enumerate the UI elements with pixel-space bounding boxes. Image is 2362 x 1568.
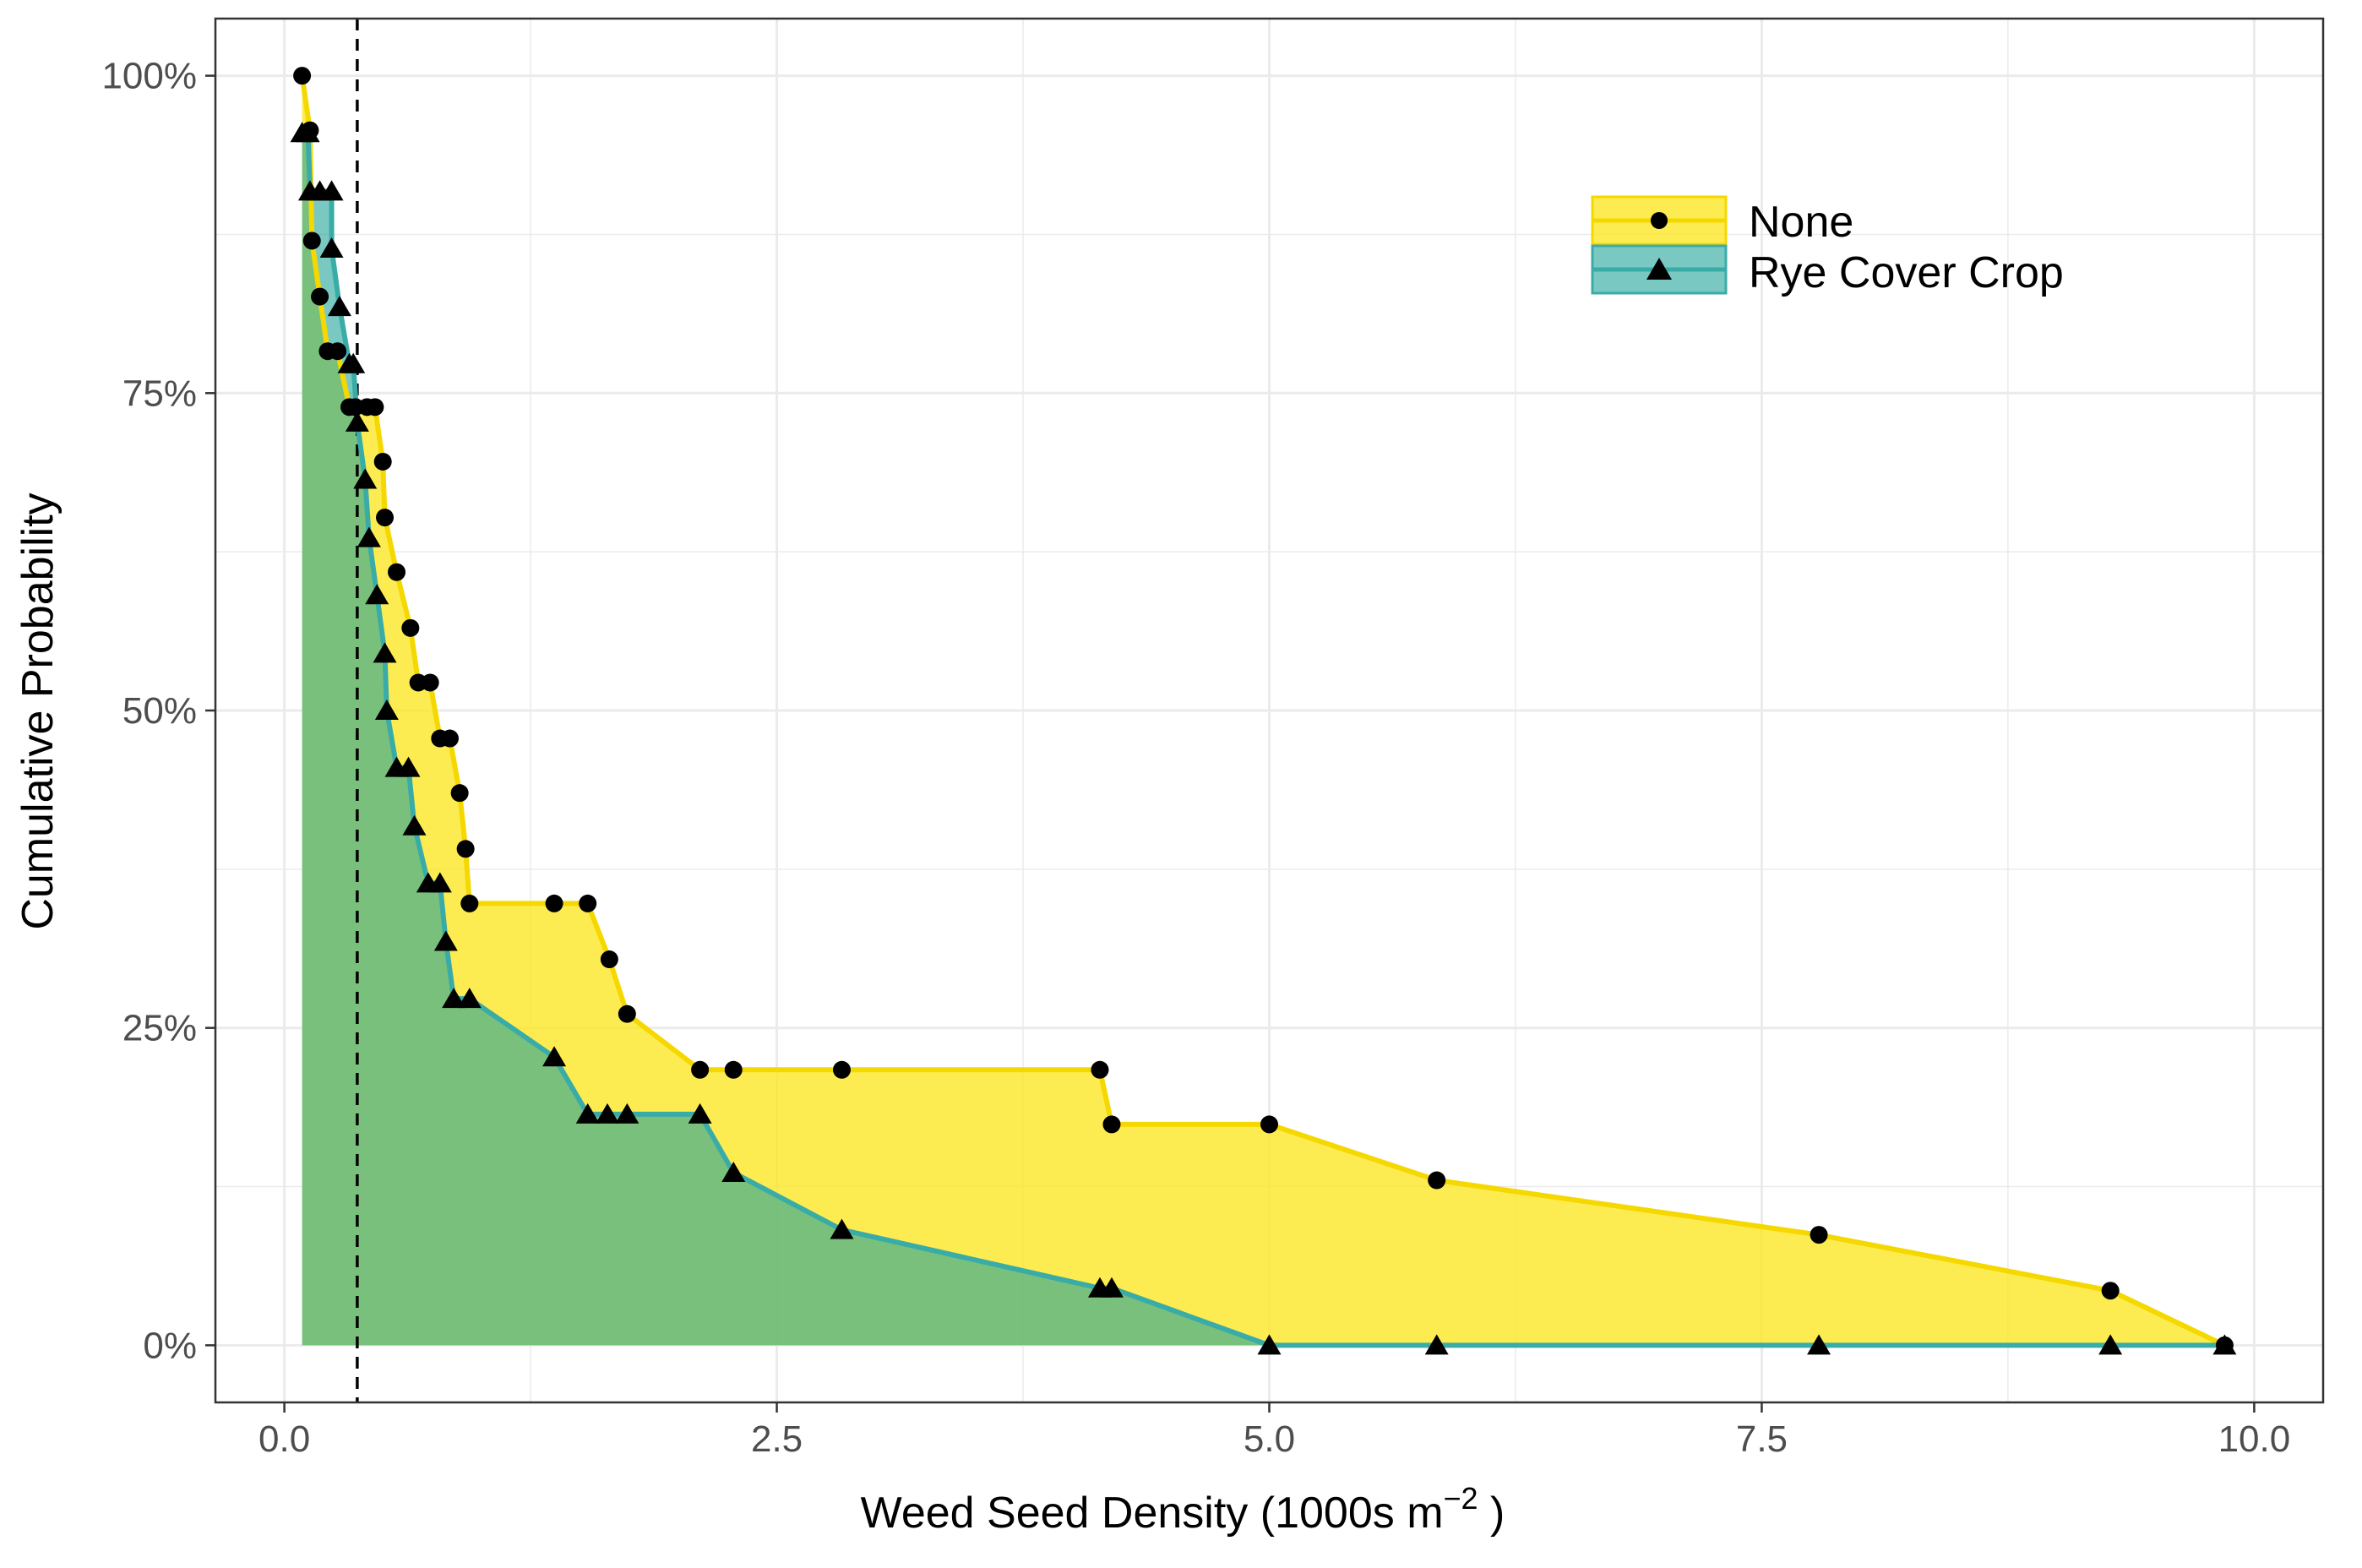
point-rye-cover-crop <box>427 872 452 893</box>
point-rye-cover-crop <box>396 756 421 777</box>
legend-key-rye-marker <box>1646 258 1672 280</box>
x-axis-title-suffix: ) <box>1478 1489 1505 1538</box>
x-tick-label: 2.5 <box>751 1418 803 1460</box>
y-tick-label: 25% <box>122 1008 197 1049</box>
point-rye-cover-crop <box>341 352 366 373</box>
area-rye-cover-crop <box>302 133 2225 1346</box>
point-none <box>1102 1115 1121 1134</box>
legend: None Rye Cover Crop <box>1591 195 2064 297</box>
point-rye-cover-crop <box>830 1218 854 1239</box>
point-rye-cover-crop <box>353 468 378 489</box>
x-tick-label: 7.5 <box>1736 1418 1788 1460</box>
point-none <box>691 1060 710 1079</box>
point-none <box>1091 1060 1109 1079</box>
point-rye-cover-crop <box>319 237 344 258</box>
point-rye-cover-crop <box>365 584 389 605</box>
point-rye-cover-crop <box>615 1102 639 1124</box>
legend-label-rye-cover-crop: Rye Cover Crop <box>1749 248 2064 297</box>
point-rye-cover-crop <box>402 814 427 836</box>
point-none <box>456 840 475 858</box>
point-none <box>579 894 597 912</box>
x-axis-title-superscript: −2 <box>1444 1481 1478 1516</box>
point-none <box>2101 1282 2120 1300</box>
point-none <box>366 398 384 416</box>
point-none <box>373 452 392 471</box>
point-rye-cover-crop <box>356 526 381 547</box>
point-rye-cover-crop <box>1099 1277 1124 1298</box>
series-points <box>290 67 2237 1355</box>
point-none <box>618 1004 636 1023</box>
point-none <box>724 1060 743 1079</box>
x-tick-label: 10.0 <box>2218 1418 2291 1460</box>
point-rye-cover-crop <box>1807 1334 1831 1355</box>
point-rye-cover-crop <box>1257 1334 1282 1355</box>
legend-item-rye-cover-crop: Rye Cover Crop <box>1591 244 2064 297</box>
point-none <box>1260 1115 1278 1134</box>
series-areas <box>302 75 2225 1346</box>
point-rye-cover-crop <box>596 1102 620 1124</box>
point-none <box>293 67 312 85</box>
x-tick-label: 5.0 <box>1244 1418 1295 1460</box>
point-rye-cover-crop <box>2098 1334 2123 1355</box>
point-rye-cover-crop <box>721 1162 746 1183</box>
point-rye-cover-crop <box>1424 1334 1449 1355</box>
legend-item-none: None <box>1591 195 1853 247</box>
point-rye-cover-crop <box>374 700 399 720</box>
point-rye-cover-crop <box>373 642 397 663</box>
x-axis-title-main: Weed Seed Density (1000s m <box>861 1489 1444 1538</box>
y-tick-label: 50% <box>122 690 197 732</box>
x-axis-ticks: 0.0 2.5 5.0 7.5 10.0 <box>259 1402 2290 1460</box>
y-tick-label: 75% <box>122 373 197 414</box>
point-rye-cover-crop <box>2212 1334 2237 1355</box>
point-rye-cover-crop <box>542 1046 567 1067</box>
point-rye-cover-crop <box>319 180 344 201</box>
point-none <box>833 1060 852 1079</box>
x-tick-label: 0.0 <box>259 1418 310 1460</box>
point-none <box>460 894 479 912</box>
point-none <box>1428 1171 1446 1190</box>
point-rye-cover-crop <box>575 1102 600 1124</box>
point-none <box>302 231 321 250</box>
point-none <box>440 729 459 748</box>
point-none <box>421 673 439 692</box>
legend-label-none: None <box>1749 198 1853 247</box>
y-tick-label: 0% <box>143 1325 197 1366</box>
point-none <box>311 287 329 306</box>
point-none <box>450 784 469 803</box>
point-none <box>1810 1226 1828 1244</box>
point-rye-cover-crop <box>345 411 369 432</box>
point-none <box>376 509 395 527</box>
point-none <box>329 342 347 361</box>
point-none <box>600 950 618 969</box>
point-none <box>401 618 420 637</box>
point-rye-cover-crop <box>327 296 351 317</box>
y-axis-title: Cumulative Probability <box>14 493 63 929</box>
point-none <box>545 894 563 912</box>
point-rye-cover-crop <box>688 1102 712 1124</box>
point-none <box>388 563 406 581</box>
y-axis-ticks: 0% 25% 50% 75% 100% <box>101 56 215 1366</box>
x-axis-title: Weed Seed Density (1000s m−2 ) <box>861 1481 1505 1538</box>
point-rye-cover-crop <box>296 122 320 143</box>
legend-key-none-marker <box>1651 212 1668 229</box>
point-rye-cover-crop <box>442 988 466 1009</box>
point-rye-cover-crop <box>433 930 458 951</box>
point-rye-cover-crop <box>457 988 482 1009</box>
y-tick-label: 100% <box>101 56 197 97</box>
